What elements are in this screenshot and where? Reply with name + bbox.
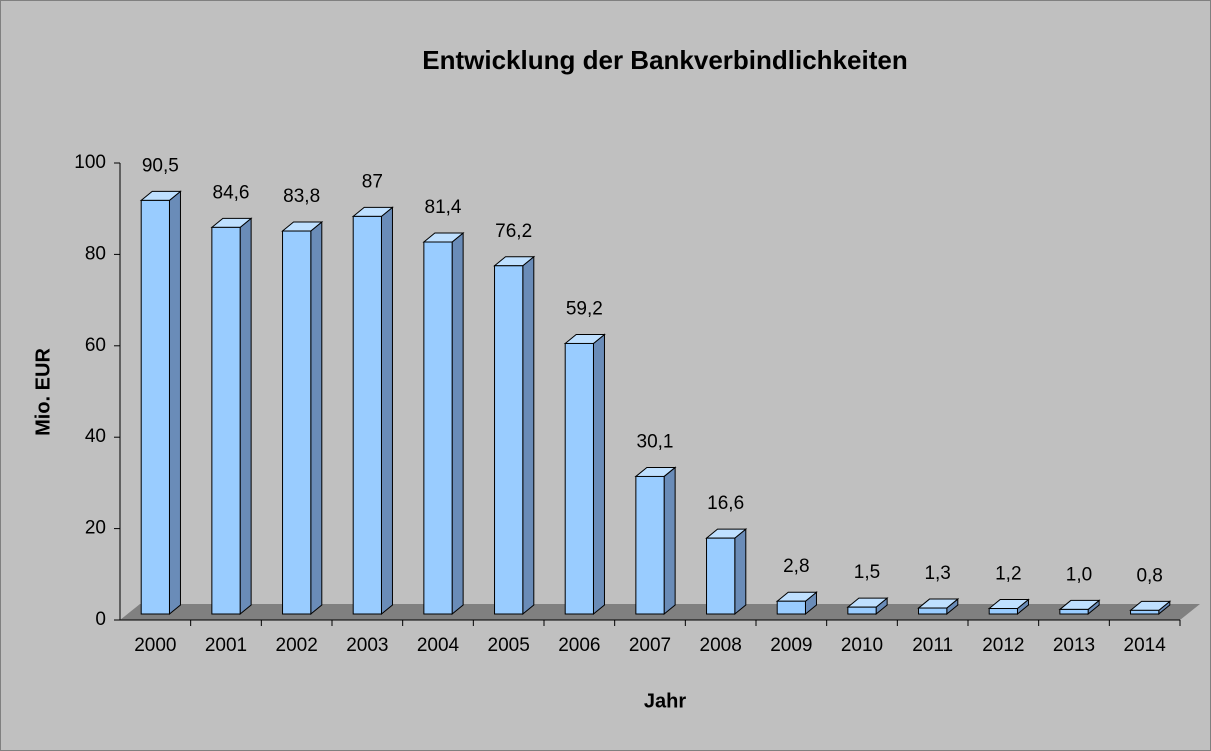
bar [352, 215, 382, 615]
x-tick-label: 2006 [558, 635, 600, 656]
x-tick-label: 2003 [346, 635, 388, 656]
bar-side [239, 217, 252, 616]
x-tick-label: 2010 [841, 635, 883, 656]
bar-side [663, 466, 676, 616]
bar-side [734, 528, 747, 616]
x-tick-label: 2001 [205, 635, 247, 656]
bar [988, 608, 1018, 615]
value-label: 0,8 [1136, 565, 1162, 586]
y-tick-label: 60 [85, 335, 106, 356]
x-tick-label: 2008 [700, 635, 742, 656]
y-tick-label: 40 [85, 426, 106, 447]
value-label: 1,2 [995, 564, 1021, 585]
x-tick-label: 2011 [912, 635, 953, 656]
bar [282, 230, 312, 615]
bar [423, 241, 453, 615]
bar [211, 226, 241, 615]
value-label: 76,2 [495, 221, 532, 242]
x-tick-label: 2007 [629, 635, 671, 656]
x-tick-label: 2004 [417, 635, 460, 656]
bar [847, 606, 877, 615]
x-tick-label: 2013 [1053, 635, 1095, 656]
value-label: 90,5 [142, 155, 179, 176]
bar [494, 265, 524, 615]
bar [140, 199, 170, 615]
bar-side [310, 220, 323, 616]
x-tick-label: 2014 [1124, 635, 1167, 656]
y-tick-label: 0 [95, 609, 106, 630]
bar [1059, 608, 1089, 615]
value-label: 83,8 [283, 186, 320, 207]
value-label: 1,0 [1066, 564, 1092, 585]
y-axis-label: Mio. EUR [32, 348, 54, 436]
value-label: 1,3 [924, 563, 950, 584]
y-tick-label: 100 [74, 152, 106, 173]
bar [706, 537, 736, 615]
value-label: 1,5 [854, 562, 880, 583]
x-tick-label: 2002 [276, 635, 318, 656]
chart-title: Entwicklung der Bankverbindlichkeiten [422, 45, 907, 75]
y-tick-label: 80 [85, 243, 106, 264]
value-label: 84,6 [213, 182, 250, 203]
value-label: 30,1 [637, 431, 674, 452]
bar [564, 342, 594, 615]
x-tick-label: 2009 [770, 635, 812, 656]
bar [776, 600, 806, 615]
bar [635, 475, 665, 615]
bar [1130, 609, 1160, 615]
value-label: 81,4 [425, 197, 462, 218]
bar-side [522, 255, 535, 616]
x-tick-label: 2000 [134, 635, 176, 656]
x-tick-label: 2012 [982, 635, 1024, 656]
value-label: 16,6 [707, 493, 744, 514]
x-axis-label: Jahr [644, 690, 686, 712]
bar-side [380, 206, 393, 616]
value-label: 87 [362, 171, 383, 192]
bar-side [168, 190, 181, 616]
y-tick-label: 20 [85, 518, 106, 539]
value-label: 2,8 [783, 556, 809, 577]
bar-side [592, 333, 605, 616]
value-label: 59,2 [566, 298, 603, 319]
x-tick-label: 2005 [488, 635, 530, 656]
bar-side [451, 231, 464, 616]
bar [918, 607, 948, 615]
